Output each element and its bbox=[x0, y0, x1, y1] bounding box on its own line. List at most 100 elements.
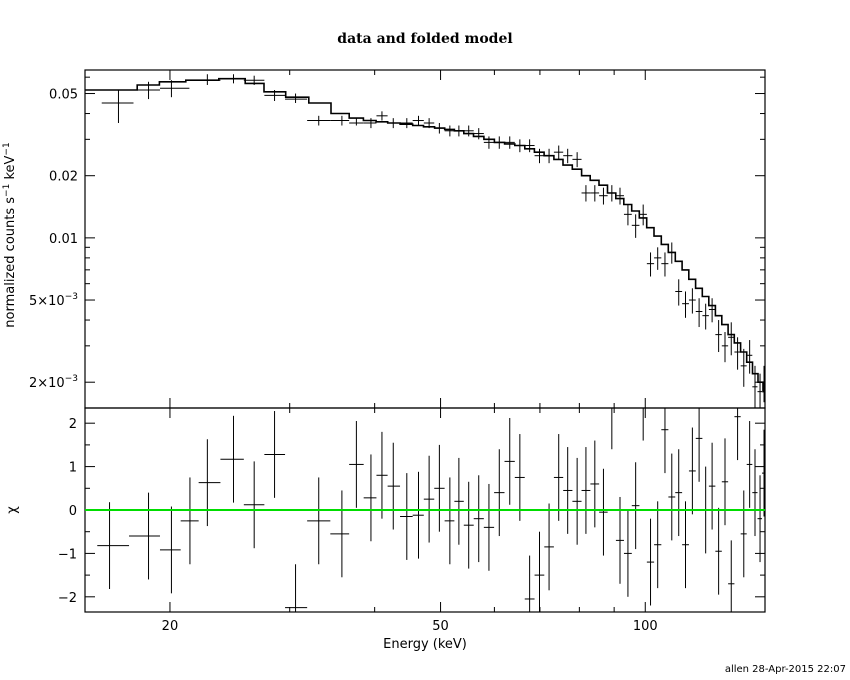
residual-point bbox=[740, 490, 747, 578]
residual-point bbox=[623, 510, 632, 597]
data-point bbox=[400, 118, 413, 129]
top-y-axis-label: normalized counts s−1 keV−1 bbox=[2, 142, 18, 327]
data-point bbox=[623, 204, 632, 226]
data-point bbox=[654, 247, 662, 270]
residual-point bbox=[615, 496, 624, 584]
residual-point bbox=[581, 447, 591, 534]
x-tick-label: 20 bbox=[162, 619, 179, 634]
residual-point bbox=[688, 427, 696, 515]
residual-point bbox=[746, 421, 753, 508]
y-tick-label: 0.02 bbox=[49, 170, 78, 185]
y-tick-label: 0 bbox=[69, 504, 77, 519]
y-tick-label: 2 bbox=[69, 417, 77, 432]
data-point bbox=[728, 322, 735, 356]
residual-point bbox=[129, 492, 160, 580]
residual-point bbox=[307, 477, 331, 565]
data-point bbox=[734, 337, 741, 370]
footer-credit: allen 28-Apr-2015 22:07 bbox=[725, 664, 846, 675]
data-point bbox=[514, 139, 525, 153]
data-point bbox=[599, 187, 608, 205]
residual-point bbox=[494, 449, 505, 537]
residual-point bbox=[631, 462, 640, 550]
residual-point bbox=[590, 440, 600, 528]
data-point bbox=[682, 291, 689, 318]
x-axis-label: Energy (keV) bbox=[383, 637, 467, 652]
residual-point bbox=[376, 431, 388, 519]
data-point bbox=[243, 75, 265, 85]
y-tick-label: −2 bbox=[58, 591, 77, 606]
residual-point bbox=[668, 453, 676, 541]
data-point bbox=[607, 185, 616, 202]
data-point bbox=[639, 204, 647, 226]
data-point bbox=[363, 118, 377, 129]
residual-point bbox=[483, 483, 495, 571]
data-point bbox=[757, 373, 763, 408]
residual-point bbox=[504, 417, 515, 505]
residual-point bbox=[180, 477, 199, 565]
chart-title: data and folded model bbox=[337, 31, 512, 47]
data-point bbox=[387, 118, 401, 129]
data-point bbox=[330, 115, 350, 126]
residual-point bbox=[243, 461, 265, 549]
data-point bbox=[752, 365, 758, 408]
residual-point bbox=[654, 501, 662, 589]
residual-point bbox=[387, 442, 401, 530]
data-point bbox=[285, 93, 308, 103]
residual-point bbox=[721, 438, 729, 526]
data-point bbox=[504, 136, 515, 149]
residual-point bbox=[599, 468, 608, 556]
data-point bbox=[159, 80, 190, 98]
residual-point bbox=[752, 449, 758, 537]
residual-point bbox=[434, 444, 445, 532]
residual-point bbox=[349, 421, 364, 508]
y-tick-label: 2×10−3 bbox=[29, 374, 78, 391]
data-point bbox=[473, 128, 484, 140]
data-point bbox=[746, 340, 753, 374]
x-tick-label: 100 bbox=[633, 619, 658, 634]
data-point bbox=[307, 115, 331, 126]
y-tick-label: 5×10−3 bbox=[29, 292, 78, 309]
data-point bbox=[423, 118, 435, 129]
residual-point bbox=[682, 501, 689, 589]
data-point bbox=[101, 90, 134, 123]
data-point bbox=[494, 136, 505, 149]
residual-point bbox=[572, 457, 582, 545]
data-points-layer bbox=[101, 74, 765, 408]
data-point bbox=[740, 348, 747, 387]
residual-point bbox=[423, 455, 435, 543]
residual-point bbox=[473, 475, 484, 563]
residual-point bbox=[563, 447, 573, 534]
residual-point bbox=[264, 411, 286, 498]
folded-model-step-line bbox=[85, 77, 765, 393]
data-point bbox=[675, 279, 683, 306]
data-point bbox=[133, 81, 160, 100]
y-tick-label: 0.01 bbox=[49, 232, 78, 247]
residual-point bbox=[534, 531, 545, 612]
data-point bbox=[708, 298, 716, 323]
residual-point bbox=[762, 429, 765, 517]
data-point bbox=[581, 185, 591, 202]
data-point bbox=[412, 115, 424, 126]
data-point bbox=[668, 242, 676, 264]
data-point bbox=[695, 298, 703, 328]
residual-point bbox=[514, 434, 525, 521]
data-point bbox=[544, 148, 554, 164]
residual-point bbox=[285, 564, 308, 612]
residual-point bbox=[544, 503, 554, 591]
x-tick-label: 50 bbox=[432, 619, 449, 634]
data-point bbox=[646, 252, 655, 277]
data-point bbox=[572, 152, 582, 168]
top-panel-tick-labels: 0.05 0.02 0.01 5×10−3 2×10−3 bbox=[29, 88, 78, 392]
bottom-y-axis-label: χ bbox=[5, 506, 20, 514]
residual-point bbox=[400, 473, 413, 560]
data-point bbox=[563, 148, 573, 164]
residual-point bbox=[553, 434, 564, 521]
data-point bbox=[688, 288, 696, 314]
data-point bbox=[454, 125, 464, 137]
residual-point bbox=[159, 506, 181, 594]
data-point bbox=[715, 320, 722, 353]
residual-point bbox=[728, 540, 735, 612]
data-point bbox=[349, 118, 364, 126]
y-tick-label: 0.05 bbox=[49, 88, 78, 103]
